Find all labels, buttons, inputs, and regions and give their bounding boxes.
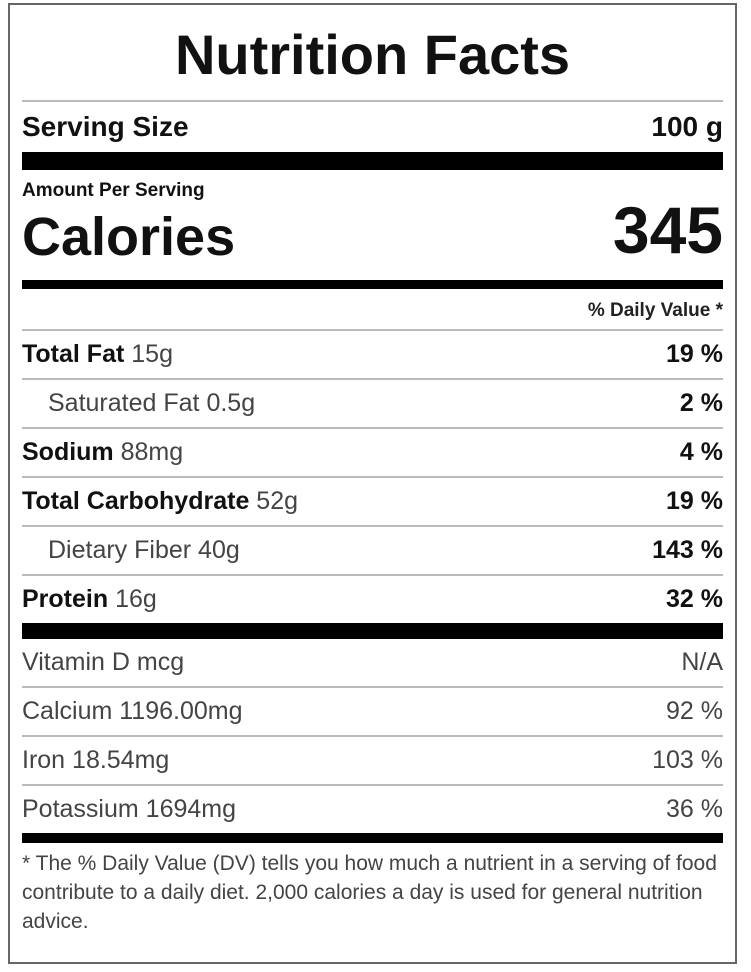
vitamin-row: Iron 18.54mg 103 % [22,737,723,786]
calories-value: 345 [612,193,723,267]
nutrient-label: Total Carbohydrate 52g [22,487,298,516]
nutrient-amount: 15g [131,340,173,368]
nutrient-name: Calcium [22,697,113,725]
daily-value: 19 % [666,340,723,368]
nutrient-row: Total Fat 15g 19 % [22,331,723,380]
nutrient-amount: mcg [136,648,185,676]
serving-label: Serving Size [22,111,189,142]
vitamin-row: Vitamin D mcg N/A [22,639,723,688]
calories-row: Calories 345 [22,182,723,280]
nutrient-label: Dietary Fiber 40g [22,536,240,565]
nutrient-name: Total Fat [22,340,125,368]
footnote: * The % Daily Value (DV) tells you how m… [22,852,717,933]
nutrient-amount: 0.5g [206,389,256,417]
daily-value: 143 % [652,536,723,564]
nutrient-label: Sodium 88mg [22,438,183,467]
nutrient-list: Total Fat 15g 19 % Saturated Fat 0.5g 2 % So… [22,331,723,623]
nutrient-row: Total Carbohydrate 52g 19 % [22,478,723,527]
nutrient-row: Dietary Fiber 40g 143 % [22,527,723,576]
daily-value-header: % Daily Value * [22,289,723,331]
daily-value: 92 % [666,697,723,725]
nutrient-label: Calcium 1196.00mg [22,697,243,726]
nutrient-amount: 16g [115,585,157,613]
nutrient-amount: 52g [256,487,299,515]
vitamin-list: Vitamin D mcg N/A Calcium 1196.00mg 92 % Iro… [22,639,723,833]
serving-value: 100 g [651,111,723,142]
daily-value: 4 % [679,438,723,466]
daily-value: 103 % [652,746,723,774]
divider [22,152,723,170]
daily-value: 19 % [666,487,723,515]
nutrient-name: Protein [22,585,109,613]
nutrient-label: Protein 16g [22,585,157,614]
title: Nutrition Facts [22,5,723,102]
nutrient-name: Total Carbohydrate [22,487,250,515]
nutrition-label: Nutrition Facts Serving Size 100 g Amoun… [8,3,737,964]
nutrient-label: Saturated Fat 0.5g [22,389,255,418]
vitamin-row: Potassium 1694mg 36 % [22,786,723,833]
nutrient-label: Iron 18.54mg [22,746,169,775]
nutrient-name: Dietary Fiber [48,536,192,564]
divider [22,623,723,639]
calories-label: Calories [22,207,236,267]
nutrient-name: Saturated Fat [48,389,200,417]
amount-per-serving: Amount Per Serving [22,180,205,201]
nutrient-name: Sodium [22,438,114,466]
divider [22,280,723,289]
serving-row: Serving Size 100 g [22,102,723,152]
nutrient-row: Saturated Fat 0.5g 2 % [22,380,723,429]
nutrient-name: Vitamin D [22,648,130,676]
divider [22,833,723,843]
nutrient-amount: 1196.00mg [119,697,243,725]
nutrient-amount: 88mg [120,438,184,466]
nutrient-amount: 40g [198,536,240,564]
nutrient-row: Sodium 88mg 4 % [22,429,723,478]
vitamin-row: Calcium 1196.00mg 92 % [22,688,723,737]
daily-value: N/A [681,648,723,676]
daily-value: 2 % [679,389,723,417]
nutrient-amount: 1694mg [145,795,237,823]
nutrient-label: Vitamin D mcg [22,648,184,677]
nutrient-row: Protein 16g 32 % [22,576,723,623]
nutrient-label: Total Fat 15g [22,340,173,369]
nutrient-label: Potassium 1694mg [22,795,236,824]
daily-value: 36 % [666,795,723,823]
nutrient-amount: 18.54mg [72,746,170,774]
nutrient-name: Iron [22,746,66,774]
nutrient-name: Potassium [22,795,139,823]
daily-value: 32 % [666,585,723,613]
